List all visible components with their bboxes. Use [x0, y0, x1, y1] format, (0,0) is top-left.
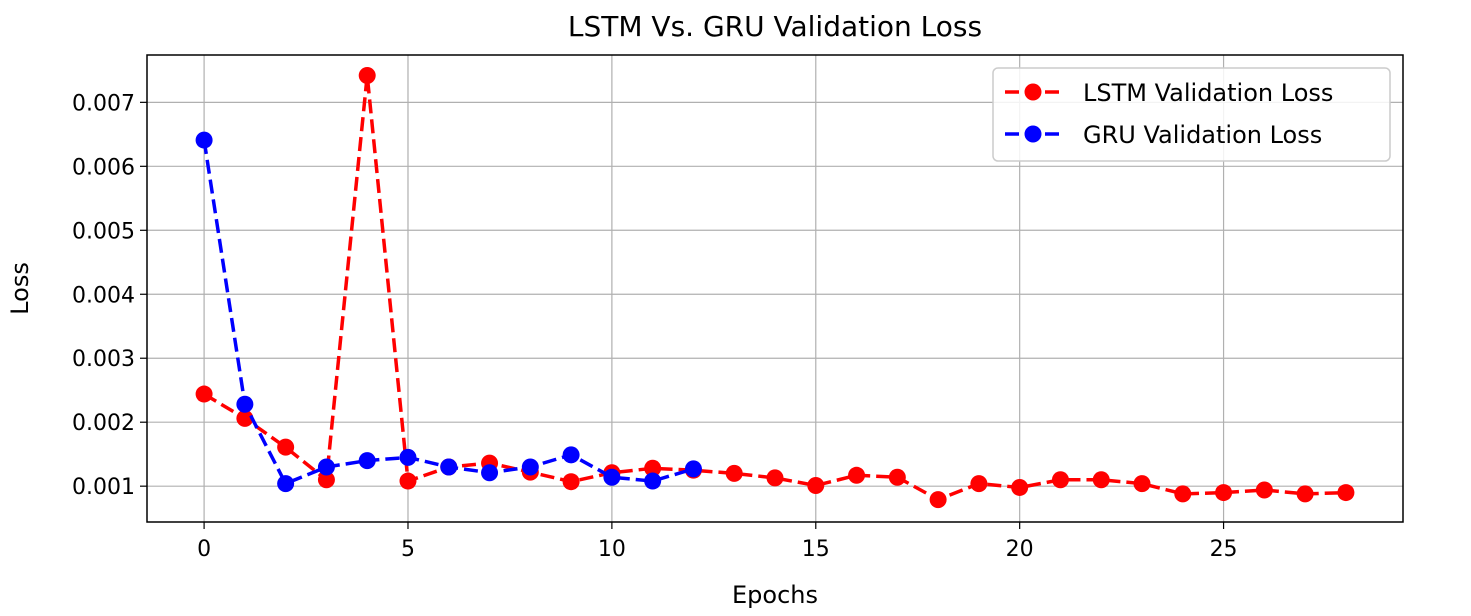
lstm-legend-label: LSTM Validation Loss — [1083, 79, 1333, 107]
legend: LSTM Validation Loss GRU Validation Loss — [992, 67, 1391, 162]
gru-data-point — [317, 458, 335, 476]
lstm-data-point — [725, 464, 743, 482]
series-layer — [195, 66, 1355, 509]
lstm-data-point — [277, 438, 295, 456]
gru-legend-marker — [1024, 125, 1042, 143]
lstm-data-point — [1092, 471, 1110, 489]
lstm-data-point — [1011, 478, 1029, 496]
gru-data-point — [358, 452, 376, 470]
gru-data-point — [684, 460, 702, 478]
plot-frame — [146, 54, 1404, 523]
lstm-data-point — [970, 475, 988, 493]
lstm-data-point — [399, 472, 417, 490]
lstm-series-line — [203, 73, 1346, 502]
lstm-data-point — [888, 468, 906, 486]
gru-data-point — [236, 395, 254, 413]
y-tick-label: 0.003 — [72, 347, 135, 372]
gru-data-point — [521, 458, 539, 476]
lstm-legend-marker — [1024, 83, 1042, 101]
gru-data-point — [399, 448, 417, 466]
gru-data-point — [277, 475, 295, 493]
y-tick-label: 0.007 — [72, 91, 135, 116]
y-axis-label: Loss — [6, 262, 34, 315]
lstm-data-point — [358, 66, 376, 84]
lstm-data-point — [562, 473, 580, 491]
x-axis-label: Epochs — [732, 581, 818, 609]
gru-data-point — [195, 131, 213, 149]
x-tick-label: 10 — [598, 537, 626, 562]
gru-data-point — [440, 458, 458, 476]
y-tick-label: 0.004 — [72, 283, 135, 308]
legend-box — [992, 67, 1391, 162]
gru-data-point — [481, 464, 499, 482]
lstm-data-point — [1133, 475, 1151, 493]
lstm-data-point — [236, 409, 254, 427]
lstm-data-point — [766, 469, 784, 487]
lstm-data-point — [807, 477, 825, 495]
y-tick-label: 0.005 — [72, 219, 135, 244]
lstm-data-point — [1337, 484, 1355, 502]
y-tick-label: 0.006 — [72, 155, 135, 180]
gru-data-point — [562, 446, 580, 464]
y-tick-label: 0.001 — [72, 475, 135, 500]
lstm-data-point — [195, 385, 213, 403]
y-tick-label: 0.002 — [72, 411, 135, 436]
lstm-data-point — [848, 466, 866, 484]
lstm-data-point — [929, 491, 947, 509]
gru-data-point — [603, 468, 621, 486]
chart-title: LSTM Vs. GRU Validation Loss — [568, 10, 982, 43]
lstm-data-point — [317, 471, 335, 489]
lstm-data-point — [1215, 484, 1233, 502]
gru-series-line — [202, 139, 694, 486]
lstm-data-point — [644, 459, 662, 477]
lstm-data-point — [1296, 485, 1314, 503]
x-tick-label: 0 — [197, 537, 211, 562]
x-tick-label: 25 — [1210, 537, 1238, 562]
lstm-data-point — [1051, 471, 1069, 489]
lstm-data-point — [1255, 481, 1273, 499]
tick-layer: 0 5 10 15 20 25 0.001 0.002 0.003 0.004 0.005 0.006… — [72, 91, 1238, 562]
gru-legend-label: GRU Validation Loss — [1083, 121, 1322, 149]
x-tick-label: 15 — [802, 537, 830, 562]
x-tick-label: 5 — [401, 537, 415, 562]
lstm-data-point — [1174, 485, 1192, 503]
x-tick-label: 20 — [1006, 537, 1034, 562]
gru-data-point — [644, 472, 662, 490]
